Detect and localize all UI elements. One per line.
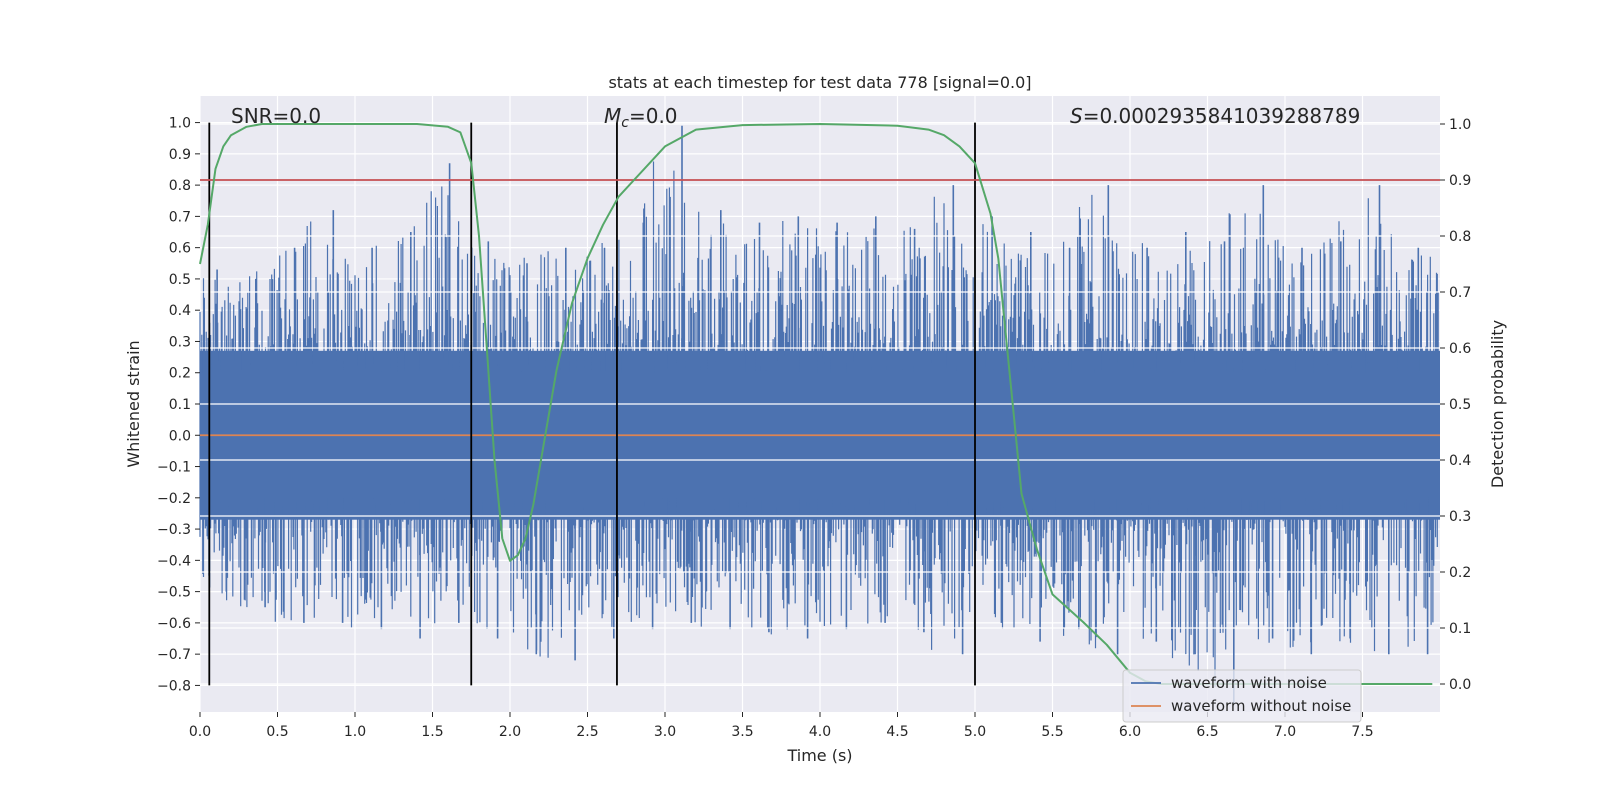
- x-axis-ticks: 0.0 0.5 1.0 1.5 2.0 2.5 3.0 3.5 4.0 4.5 5.0 5.5 6.0 6…: [189, 712, 1374, 740]
- left-tick-label: −0.1: [157, 460, 191, 476]
- right-tick-label: 0.4: [1449, 453, 1471, 469]
- left-tick-label: −0.7: [157, 647, 191, 663]
- x-tick-label: 2.0: [499, 724, 521, 740]
- x-tick-label: 4.5: [886, 724, 908, 740]
- left-tick-label: 0.0: [169, 428, 191, 444]
- right-tick-label: 0.9: [1449, 173, 1471, 189]
- x-tick-label: 3.5: [731, 724, 753, 740]
- s-symbol: S: [1070, 104, 1083, 128]
- left-tick-label: 0.1: [169, 397, 191, 413]
- noise-peaks: [216, 125, 1429, 705]
- right-axis-ticks: 1.0 0.9 0.8 0.7 0.6 0.5 0.4 0.3 0.2 0.1 0.0: [1440, 117, 1471, 693]
- x-tick-label: 4.0: [809, 724, 831, 740]
- probability-layer: [199, 123, 1433, 685]
- chirp-mass-value: =0.0: [629, 104, 678, 128]
- left-tick-label: 0.4: [169, 303, 191, 319]
- left-tick-label: 0.8: [169, 178, 191, 194]
- left-tick-label: 0.9: [169, 147, 191, 163]
- left-tick-label: 0.2: [169, 366, 191, 382]
- s-annotation: S=0.0002935841039288789: [1070, 104, 1360, 128]
- left-tick-label: −0.6: [157, 616, 191, 632]
- legend-label-noise: waveform with noise: [1171, 674, 1327, 692]
- x-tick-label: 0.0: [189, 724, 211, 740]
- left-tick-label: 0.5: [169, 272, 191, 288]
- right-tick-label: 0.7: [1449, 285, 1471, 301]
- right-tick-label: 0.8: [1449, 229, 1471, 245]
- chirp-mass-symbol: M: [604, 104, 621, 128]
- x-tick-label: 1.5: [421, 724, 443, 740]
- left-tick-label: −0.8: [157, 678, 191, 694]
- x-tick-label: 6.0: [1119, 724, 1141, 740]
- x-tick-label: 7.5: [1351, 724, 1373, 740]
- right-axis-label: Detection probability: [1488, 320, 1507, 488]
- right-tick-label: 0.3: [1449, 509, 1471, 525]
- event-lines: [208, 122, 976, 686]
- x-tick-label: 5.0: [964, 724, 986, 740]
- chirp-mass-annotation: Mc=0.0: [604, 104, 678, 131]
- x-tick-label: 3.0: [654, 724, 676, 740]
- left-tick-label: −0.4: [157, 553, 191, 569]
- x-tick-label: 1.0: [344, 724, 366, 740]
- legend: waveform with noise waveform without noi…: [1122, 669, 1362, 723]
- right-tick-label: 1.0: [1449, 117, 1471, 133]
- right-tick-label: 0.1: [1449, 621, 1471, 637]
- x-tick-label: 2.5: [576, 724, 598, 740]
- x-tick-label: 6.5: [1196, 724, 1218, 740]
- legend-label-clean: waveform without noise: [1171, 697, 1351, 715]
- x-tick-label: 7.0: [1274, 724, 1296, 740]
- left-tick-label: 0.3: [169, 334, 191, 350]
- x-axis-label: Time (s): [786, 746, 852, 765]
- left-tick-label: 1.0: [169, 116, 191, 132]
- detection-probability-line: [199, 123, 1433, 685]
- x-tick-label: 5.5: [1041, 724, 1063, 740]
- s-value: =0.0002935841039288789: [1083, 104, 1361, 128]
- right-tick-label: 0.5: [1449, 397, 1471, 413]
- left-axis-label: Whitened strain: [124, 340, 143, 467]
- left-axis-ticks: 1.0 0.9 0.8 0.7 0.6 0.5 0.4 0.3 0.2 0.1 0.0 −0.1 −0.…: [157, 116, 200, 694]
- x-tick-label: 0.5: [266, 724, 288, 740]
- snr-annotation: SNR=0.0: [231, 104, 321, 128]
- right-tick-label: 0.0: [1449, 677, 1471, 693]
- left-tick-label: 0.6: [169, 241, 191, 257]
- left-tick-label: 0.7: [169, 209, 191, 225]
- chirp-mass-subscript: c: [621, 115, 629, 131]
- left-tick-label: −0.3: [157, 522, 191, 538]
- right-tick-label: 0.2: [1449, 565, 1471, 581]
- chart-title: stats at each timestep for test data 778…: [608, 73, 1031, 92]
- right-tick-label: 0.6: [1449, 341, 1471, 357]
- left-tick-label: −0.2: [157, 491, 191, 507]
- legend-box: [1122, 669, 1362, 723]
- left-tick-label: −0.5: [157, 585, 191, 601]
